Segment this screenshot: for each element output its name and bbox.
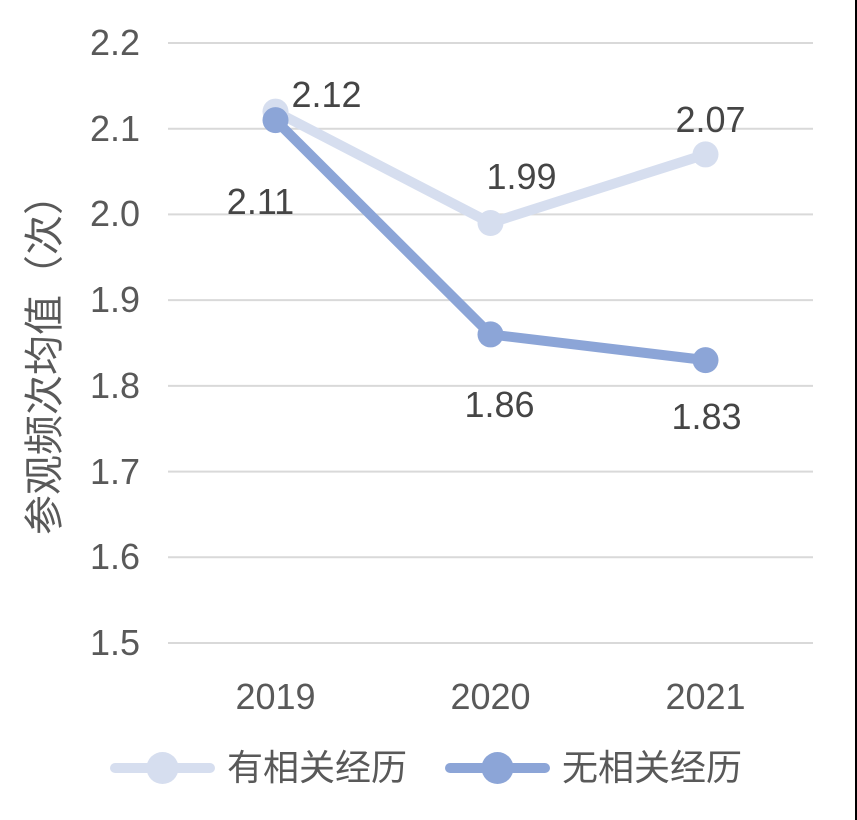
data-label: 1.86 xyxy=(464,384,535,426)
y-tick-label: 1.9 xyxy=(89,279,140,321)
y-tick-label: 1.7 xyxy=(89,450,140,492)
data-point-marker xyxy=(692,141,719,168)
window-border-right xyxy=(855,0,857,820)
legend-marker-line-icon xyxy=(445,752,550,784)
data-point-marker xyxy=(692,347,719,374)
legend-item: 无相关经历 xyxy=(445,748,742,788)
y-tick-label: 2.0 xyxy=(89,193,140,235)
data-point-marker xyxy=(477,210,504,236)
x-tick-label: 2019 xyxy=(235,676,316,717)
legend-label: 无相关经历 xyxy=(562,747,743,788)
legend-label: 有相关经历 xyxy=(227,747,408,788)
y-tick-label: 1.6 xyxy=(89,536,140,578)
data-label: 2.11 xyxy=(226,181,295,223)
data-point-marker xyxy=(262,107,289,134)
legend-marker-line-icon xyxy=(110,752,215,784)
legend-item: 有相关经历 xyxy=(110,748,407,788)
y-tick-label: 2.2 xyxy=(89,22,140,63)
data-label: 1.99 xyxy=(486,156,557,197)
data-label: 1.83 xyxy=(671,396,742,438)
x-tick-label: 2021 xyxy=(665,676,746,717)
data-label: 2.12 xyxy=(291,73,362,115)
y-tick-label: 1.5 xyxy=(89,622,140,663)
data-label: 2.07 xyxy=(675,99,746,141)
y-tick-label: 2.1 xyxy=(89,107,140,149)
data-point-marker xyxy=(477,321,504,348)
x-tick-label: 2020 xyxy=(450,676,531,717)
y-tick-label: 1.8 xyxy=(89,364,140,406)
